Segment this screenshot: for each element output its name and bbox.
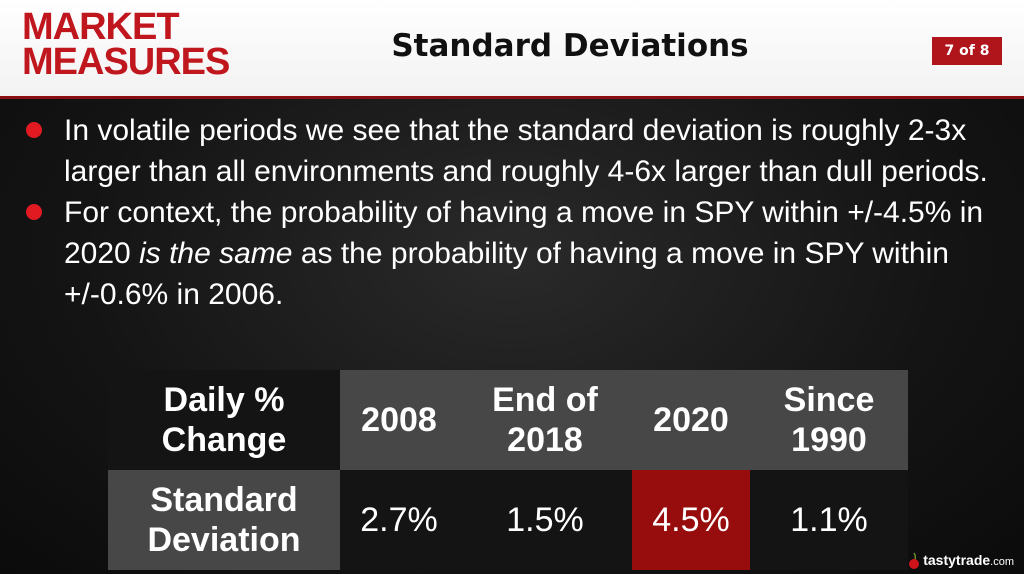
table-row: Standard Deviation 2.7% 1.5% 4.5% 1.1% — [108, 470, 908, 570]
cherry-icon — [909, 552, 920, 569]
slide-title: Standard Deviations — [391, 28, 749, 64]
column-header-line: 2008 — [361, 401, 437, 439]
table-header-row: Daily % Change 2008 End of 2018 2020 Sin… — [108, 370, 908, 470]
tastytrade-brand: tastytrade.com — [907, 552, 1014, 570]
row-label-standard-deviation: Standard Deviation — [108, 470, 340, 570]
bullet-item-1: In volatile periods we see that the stan… — [24, 110, 1004, 192]
logo-line-1: MARKET — [22, 6, 180, 48]
market-measures-logo: MARKET MEASURES — [22, 6, 230, 83]
corner-line-1: Daily % — [163, 381, 285, 419]
table-corner-header: Daily % Change — [108, 370, 340, 470]
column-header-2008: 2008 — [340, 370, 458, 470]
column-header-line: 2018 — [507, 421, 583, 459]
column-header-2020: 2020 — [632, 370, 750, 470]
logo-line-2: MEASURES — [22, 41, 230, 83]
row-label-line-2: Deviation — [147, 521, 301, 559]
bullet-text-2-emphasis: is the same — [139, 237, 293, 270]
corner-line-2: Change — [161, 421, 287, 459]
brand-tld: .com — [990, 555, 1014, 568]
bullet-item-2: For context, the probability of having a… — [24, 192, 1004, 315]
column-header-line: 2020 — [653, 401, 729, 439]
column-header-since-1990: Since 1990 — [750, 370, 908, 470]
row-label-line-1: Standard — [150, 481, 298, 519]
bullet-dot-icon — [26, 122, 42, 138]
slide-header: MARKET MEASURES Standard Deviations 7 of… — [0, 0, 1024, 99]
value-cell-end-of-2018: 1.5% — [458, 470, 632, 570]
bullet-text-2-pre: For context, the probability of having a… — [64, 196, 984, 270]
column-header-line: End of — [492, 381, 598, 419]
value-cell-2020-highlighted: 4.5% — [632, 470, 750, 570]
column-header-line: 1990 — [791, 421, 867, 459]
column-header-end-of-2018: End of 2018 — [458, 370, 632, 470]
bullet-text-1: In volatile periods we see that the stan… — [64, 114, 988, 188]
page-indicator-badge: 7 of 8 — [932, 37, 1002, 65]
brand-name: tastytrade — [923, 551, 991, 568]
bullet-text-2-post: as the probability of having a move in S… — [64, 237, 949, 311]
bullet-dot-icon — [26, 204, 42, 220]
standard-deviation-table: Daily % Change 2008 End of 2018 2020 Sin… — [108, 370, 908, 570]
value-cell-since-1990: 1.1% — [750, 470, 908, 570]
value-cell-2008: 2.7% — [340, 470, 458, 570]
bullet-list: In volatile periods we see that the stan… — [24, 110, 1004, 315]
column-header-line: Since — [783, 381, 875, 419]
